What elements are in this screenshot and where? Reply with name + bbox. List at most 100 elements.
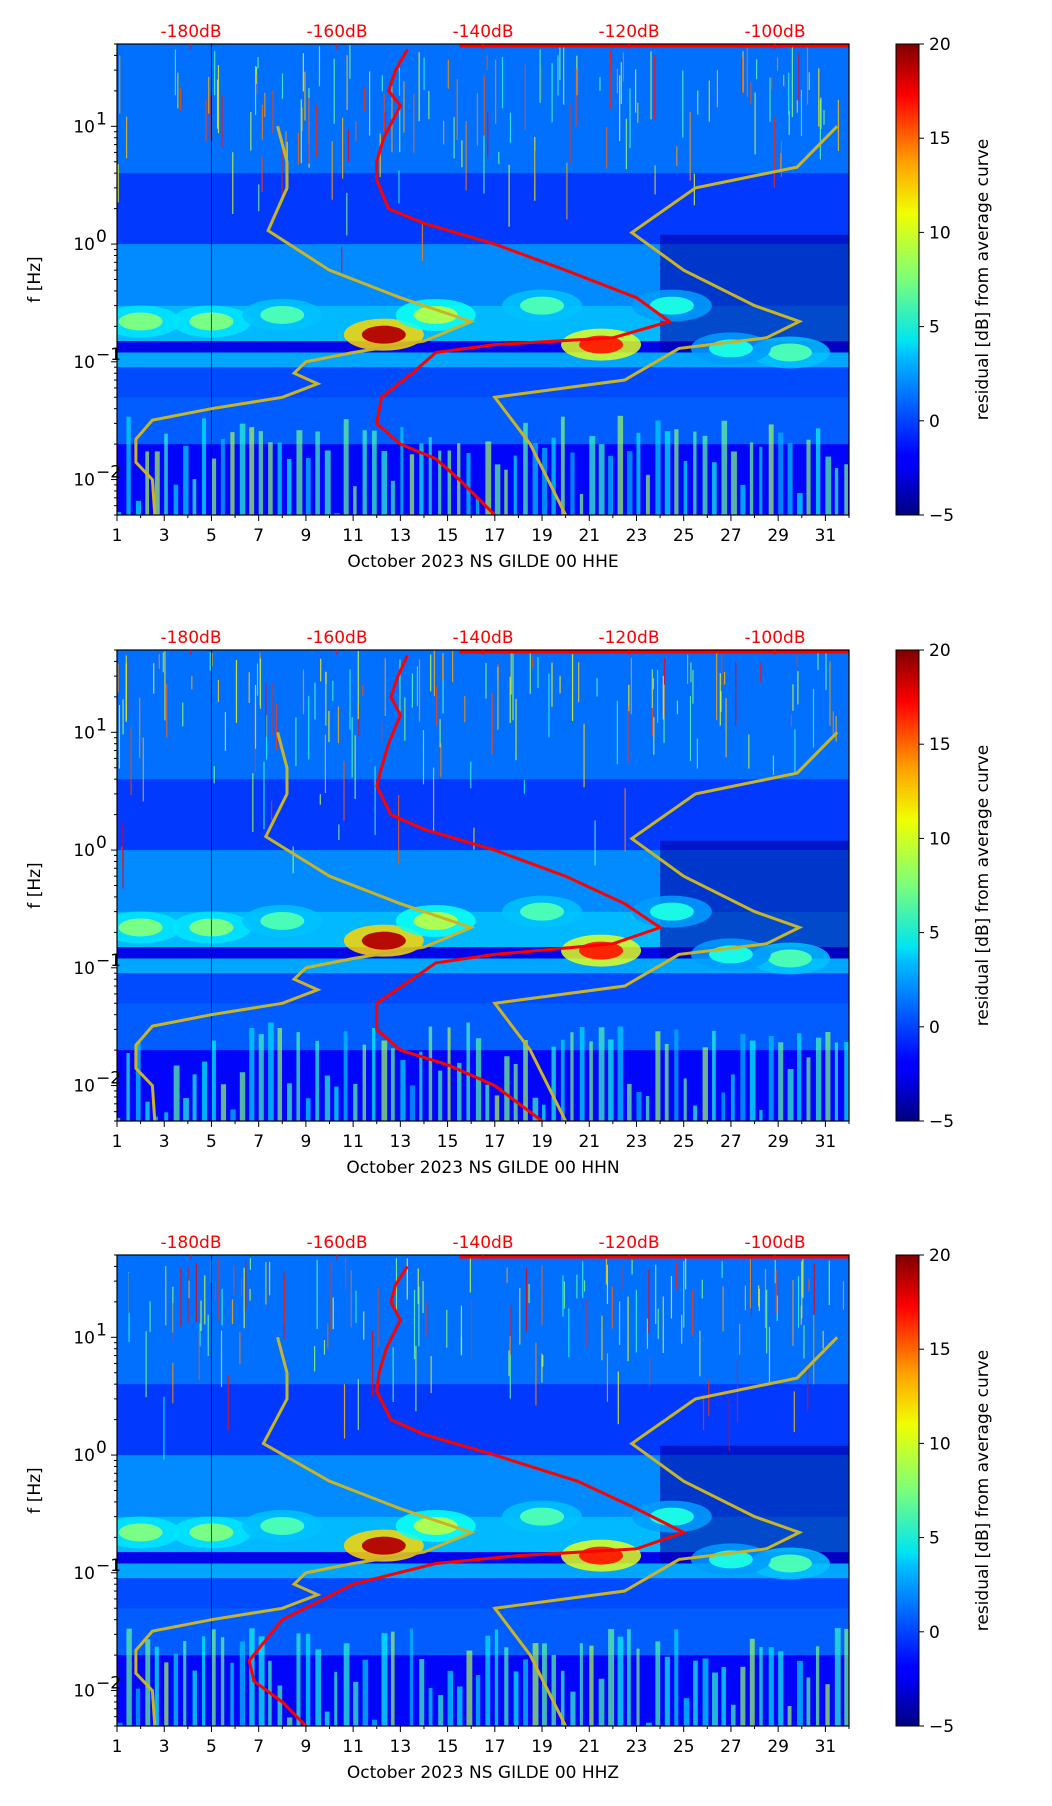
heatmap-spike: [754, 92, 756, 155]
heatmap-spike: [681, 1314, 683, 1344]
heatmap-spike: [337, 706, 340, 744]
heatmap-spike: [692, 670, 694, 704]
colorbar-tick-label: −5: [929, 506, 954, 526]
heatmap-spike: [540, 66, 543, 101]
heatmap-spike: [221, 95, 223, 149]
heatmap-spike: [264, 92, 266, 117]
heatmap-streak: [135, 1688, 141, 1726]
heatmap-spike: [796, 654, 798, 667]
heatmap-spike: [343, 761, 345, 821]
heatmap-streak: [249, 427, 255, 515]
heatmap-spike: [501, 57, 504, 109]
heatmap-spike: [447, 59, 449, 89]
heatmap-streak: [844, 1628, 849, 1726]
heatmap-streak: [135, 500, 142, 515]
heatmap-streak: [494, 464, 501, 515]
x-tick-label: 27: [720, 1737, 742, 1757]
heatmap-spike: [563, 1281, 566, 1309]
x-tick-label: 15: [437, 1737, 459, 1757]
heatmap-streak: [636, 1091, 642, 1121]
noise-model-curve-yellow: [492, 731, 839, 1121]
x-tick-label: 29: [767, 1132, 789, 1152]
heatmap-streak: [334, 513, 340, 515]
x-tick-label: 3: [159, 1132, 170, 1152]
heatmap-spike: [349, 669, 351, 730]
heatmap-streak: [504, 1056, 510, 1121]
heatmap-spike: [332, 1297, 334, 1330]
heatmap-spike: [829, 661, 831, 726]
x-tick-label: 21: [578, 1737, 600, 1757]
heatmap-spike: [797, 671, 799, 705]
heatmap-spike: [512, 653, 514, 721]
x-tick-label: 19: [531, 1737, 553, 1757]
heatmap-blob-core: [520, 1507, 565, 1526]
x-tick-label: 9: [300, 1737, 311, 1757]
heatmap-streak: [419, 443, 424, 515]
heatmap-spike: [231, 1299, 234, 1325]
heatmap-spike: [716, 653, 718, 721]
heatmap-spike: [346, 192, 348, 236]
heatmap-spike: [125, 655, 127, 721]
heatmap-spike: [796, 100, 798, 113]
heatmap-spike: [653, 717, 655, 755]
heatmap-streak: [466, 453, 471, 515]
heatmap-streak: [324, 1711, 330, 1726]
heatmap-streak: [664, 1043, 669, 1121]
heatmap-streak: [277, 1027, 283, 1121]
heatmap-spike: [470, 761, 472, 789]
heatmap-spike: [689, 112, 691, 181]
heatmap-streak: [513, 1064, 518, 1121]
heatmap-spike: [257, 56, 259, 69]
heatmap-spike: [627, 1296, 629, 1362]
heatmap-spike: [562, 1275, 564, 1317]
heatmap-spike: [576, 55, 578, 96]
heatmap-spike: [823, 109, 825, 125]
heatmap-spike: [702, 1395, 705, 1431]
heatmap-spike: [583, 723, 585, 788]
heatmap-spike: [769, 77, 771, 122]
heatmap-spike: [342, 117, 344, 179]
heatmap-spike: [630, 657, 632, 715]
heatmap-blob-core: [520, 902, 565, 921]
heatmap-spike: [807, 1367, 809, 1411]
heatmap-streak: [560, 1670, 565, 1726]
heatmap-spike: [302, 669, 305, 715]
heatmap-streak: [768, 1647, 774, 1726]
heatmap-spike: [788, 72, 790, 115]
y-tick-exponent: −1: [96, 951, 121, 971]
heatmap-streak: [164, 1662, 169, 1726]
heatmap-streak: [608, 1628, 615, 1726]
heatmap-spike: [383, 93, 385, 132]
heatmap-spike: [722, 1286, 724, 1332]
heatmap: [117, 44, 849, 515]
heatmap-streak: [683, 1078, 687, 1121]
heatmap-streak: [315, 1040, 320, 1121]
heatmap-streak: [296, 1633, 301, 1726]
heatmap-streak: [475, 1675, 481, 1726]
heatmap-streak: [202, 418, 207, 515]
heatmap-streak: [730, 451, 737, 515]
heatmap-streak: [296, 430, 303, 515]
y-tick-exponent: 1: [96, 715, 107, 735]
heatmap-spike: [758, 1288, 760, 1312]
heatmap-spike: [205, 99, 207, 142]
heatmap-streak: [126, 1053, 130, 1121]
heatmap-blob-core: [413, 1516, 458, 1535]
heatmap-spike: [662, 1296, 664, 1353]
heatmap-spike: [456, 79, 458, 141]
heatmap-spike: [128, 1272, 130, 1313]
heatmap-spike: [265, 682, 267, 737]
heatmap-spike: [622, 52, 625, 82]
heatmap-streak: [778, 1651, 784, 1726]
heatmap-spike: [315, 104, 318, 158]
heatmap-blob-core: [649, 1507, 694, 1526]
heatmap-spike: [442, 655, 444, 681]
heatmap-spike: [214, 51, 216, 96]
heatmap-spike: [654, 55, 656, 120]
heatmap-streak: [475, 498, 480, 515]
x-tick-label: 21: [578, 1132, 600, 1152]
heatmap-streak: [390, 480, 395, 515]
heatmap-spike: [398, 795, 400, 865]
heatmap-spike: [766, 1289, 768, 1354]
heatmap-spike: [172, 1303, 174, 1341]
